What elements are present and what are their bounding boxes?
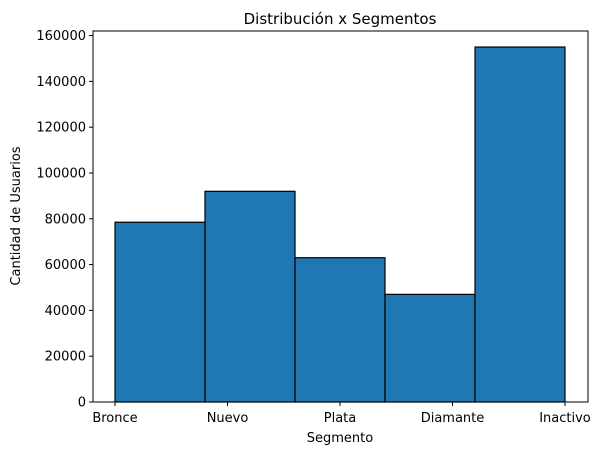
x-tick-label-nuevo: Nuevo [207, 411, 249, 426]
bar-diamante [384, 293, 476, 403]
x-axis-label: Segmento [307, 431, 374, 446]
x-tick-label-inactivo: Inactivo [539, 411, 591, 426]
y-tick-label: 60000 [45, 258, 86, 273]
y-tick-label: 100000 [36, 166, 86, 181]
bar-plata [294, 257, 386, 403]
x-tick-label-bronce: Bronce [92, 411, 137, 426]
x-tick-label-plata: Plata [324, 411, 356, 426]
y-tick-label: 20000 [45, 350, 86, 365]
y-axis-label: Cantidad de Usuarios [9, 146, 24, 285]
bar-inactivo [474, 46, 566, 403]
y-tick-label: 160000 [36, 29, 86, 44]
plot-area: 0 20000 40000 60000 80000 100000 120000 140000 1… [36, 29, 590, 426]
y-tick-label: 0 [78, 396, 86, 411]
bar-bronce [114, 221, 206, 403]
chart-title: Distribución x Segmentos [244, 10, 437, 28]
y-tick-label: 140000 [36, 75, 86, 90]
y-tick-label: 40000 [45, 304, 86, 319]
x-tick-label-diamante: Diamante [421, 411, 485, 426]
bar-nuevo [204, 190, 296, 403]
y-tick-label: 80000 [45, 212, 86, 227]
y-tick-label: 120000 [36, 121, 86, 136]
